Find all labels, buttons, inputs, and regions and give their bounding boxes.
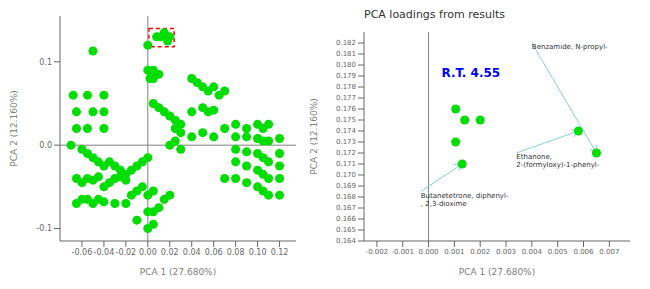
svg-text:0.169: 0.169 bbox=[336, 182, 356, 190]
svg-text:0.172: 0.172 bbox=[336, 149, 356, 157]
svg-text:0.06: 0.06 bbox=[205, 248, 223, 257]
svg-text:0.166: 0.166 bbox=[336, 215, 357, 223]
svg-text:0.004: 0.004 bbox=[522, 248, 543, 256]
svg-text:0.164: 0.164 bbox=[336, 237, 357, 245]
svg-text:0.181: 0.181 bbox=[336, 50, 356, 58]
svg-text:-0.002: -0.002 bbox=[366, 248, 389, 256]
svg-text:0.171: 0.171 bbox=[336, 160, 356, 168]
svg-text:-0.1: -0.1 bbox=[36, 224, 52, 233]
svg-text:Ethanone,2-(formyloxy)-1-pheny: Ethanone,2-(formyloxy)-1-phenyl- bbox=[516, 153, 599, 169]
svg-text:0.08: 0.08 bbox=[227, 248, 245, 257]
svg-text:Butanetetrone, diphenyl-, 2,3-: Butanetetrone, diphenyl-, 2,3-dioxime bbox=[421, 192, 509, 208]
svg-text:0.000: 0.000 bbox=[419, 248, 439, 256]
svg-text:0.001: 0.001 bbox=[444, 248, 464, 256]
svg-text:PCA 2 (12.160%): PCA 2 (12.160%) bbox=[9, 90, 19, 166]
svg-text:0.02: 0.02 bbox=[161, 248, 179, 257]
svg-text:R.T. 4.55: R.T. 4.55 bbox=[441, 66, 500, 80]
svg-text:PCA 1 (27.680%): PCA 1 (27.680%) bbox=[459, 267, 535, 277]
svg-text:Benzamide, N-propyl-: Benzamide, N-propyl- bbox=[532, 43, 608, 51]
svg-text:-0.06: -0.06 bbox=[72, 248, 93, 257]
svg-text:0.170: 0.170 bbox=[336, 171, 356, 179]
svg-text:0.175: 0.175 bbox=[336, 116, 356, 124]
svg-text:PCA 1 (27.680%): PCA 1 (27.680%) bbox=[140, 267, 216, 277]
svg-text:0.12: 0.12 bbox=[271, 248, 289, 257]
svg-text:PCA 2 (12.160%): PCA 2 (12.160%) bbox=[309, 98, 319, 174]
svg-text:0.178: 0.178 bbox=[336, 83, 356, 91]
svg-text:0.176: 0.176 bbox=[336, 105, 357, 113]
svg-text:0.180: 0.180 bbox=[336, 61, 356, 69]
svg-text:0.00: 0.00 bbox=[139, 248, 157, 257]
svg-text:0.173: 0.173 bbox=[336, 138, 356, 146]
svg-text:0.174: 0.174 bbox=[336, 127, 357, 135]
svg-text:-0.001: -0.001 bbox=[391, 248, 414, 256]
svg-text:0.1: 0.1 bbox=[39, 58, 52, 67]
svg-text:-0.02: -0.02 bbox=[116, 248, 137, 257]
svg-text:0.165: 0.165 bbox=[336, 226, 356, 234]
svg-text:0.10: 0.10 bbox=[249, 248, 267, 257]
svg-text:0.177: 0.177 bbox=[336, 94, 356, 102]
svg-text:0.002: 0.002 bbox=[470, 248, 490, 256]
svg-text:0.003: 0.003 bbox=[496, 248, 516, 256]
svg-text:0.168: 0.168 bbox=[336, 193, 356, 201]
svg-text:0.007: 0.007 bbox=[599, 248, 619, 256]
svg-text:0.04: 0.04 bbox=[183, 248, 201, 257]
svg-text:0.167: 0.167 bbox=[336, 204, 356, 212]
svg-text:0.005: 0.005 bbox=[548, 248, 568, 256]
svg-text:-0.04: -0.04 bbox=[94, 248, 115, 257]
svg-text:0.179: 0.179 bbox=[336, 72, 356, 80]
svg-text:0.006: 0.006 bbox=[573, 248, 594, 256]
svg-text:0.182: 0.182 bbox=[336, 39, 356, 47]
svg-text:0.0: 0.0 bbox=[39, 141, 52, 150]
html-text:PCA loadings from results: PCA loadings from results bbox=[364, 8, 505, 21]
